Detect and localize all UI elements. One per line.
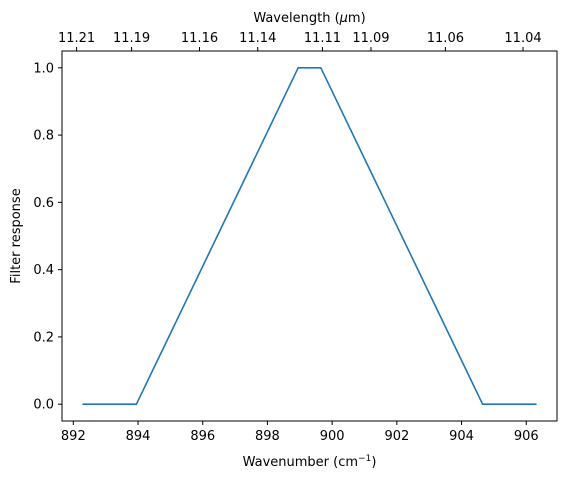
x-tick-label: 900 — [320, 429, 345, 444]
y-tick-label: 0.2 — [33, 330, 54, 345]
x-tick-label: 898 — [255, 429, 280, 444]
y-tick-label: 0.4 — [33, 263, 54, 278]
top-tick-label: 11.19 — [113, 31, 150, 46]
y-tick-label: 1.0 — [33, 61, 54, 76]
data-point — [297, 67, 299, 69]
x-tick-label: 906 — [514, 429, 539, 444]
series-line-0 — [83, 67, 536, 405]
data-point — [82, 403, 84, 405]
top-axis-ticks: 11.21 11.19 11.16 11.14 11.11 11.09 11.06 11.04 — [58, 31, 542, 51]
plot-area — [82, 67, 537, 405]
x-axis-title: Wavenumber (cm−1) — [243, 454, 377, 470]
y-axis-title: Filter response — [9, 188, 24, 283]
top-tick-label: 11.06 — [427, 31, 464, 46]
y-tick-label: 0.8 — [33, 129, 54, 144]
x-tick-label: 904 — [449, 429, 474, 444]
data-point — [320, 67, 322, 69]
y-axis-ticks: 0.0 0.2 0.4 0.6 0.8 1.0 — [33, 61, 62, 413]
x-tick-label: 902 — [384, 429, 409, 444]
data-point — [535, 403, 537, 405]
x-tick-label: 894 — [126, 429, 151, 444]
axes-frame — [61, 50, 558, 422]
data-point — [135, 403, 138, 405]
data-point — [481, 403, 484, 405]
top-tick-label: 11.09 — [352, 31, 389, 46]
y-tick-label: 0.0 — [33, 398, 54, 413]
top-tick-label: 11.04 — [504, 31, 541, 46]
x-tick-label: 892 — [61, 429, 86, 444]
y-tick-label: 0.6 — [33, 196, 54, 211]
top-axis-title: Wavelength (μm) — [253, 11, 365, 26]
x-axis-ticks: 892 894 896 898 900 902 904 906 — [61, 421, 539, 444]
top-tick-label: 11.14 — [239, 31, 276, 46]
top-tick-label: 11.16 — [181, 31, 218, 46]
top-tick-label: 11.11 — [304, 31, 341, 46]
x-tick-label: 896 — [190, 429, 215, 444]
top-tick-label: 11.21 — [58, 31, 95, 46]
